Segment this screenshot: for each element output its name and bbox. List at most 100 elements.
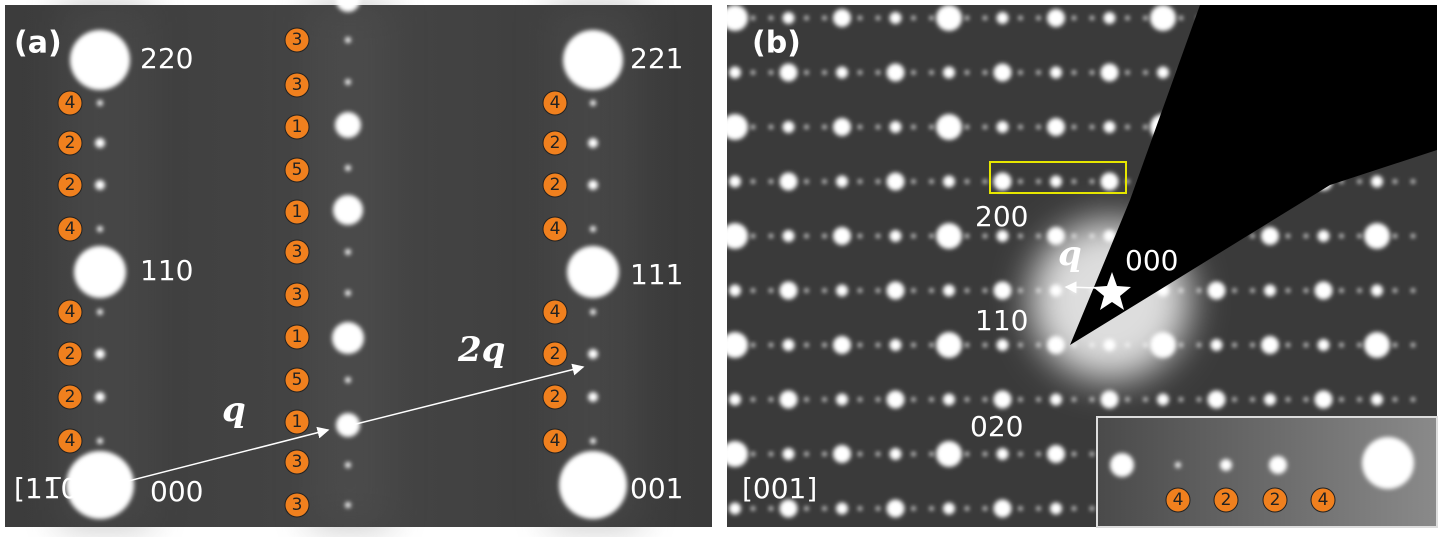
diffraction-spot	[1072, 452, 1076, 456]
diffraction-spot	[782, 230, 795, 242]
diffraction-spot	[943, 393, 955, 406]
spot-label: 221	[630, 42, 683, 75]
diffraction-spot	[1036, 70, 1041, 75]
diffraction-spot	[965, 452, 969, 456]
diffraction-spot	[965, 70, 969, 75]
diffraction-spot	[1125, 125, 1130, 129]
diffraction-spot	[983, 506, 987, 511]
diffraction-spot	[779, 281, 798, 300]
marker-circle	[57, 341, 83, 367]
spot-label: 110	[140, 254, 193, 287]
diffraction-spot	[769, 179, 773, 184]
diffraction-spot	[1250, 343, 1255, 347]
marker-number: 3	[292, 285, 303, 305]
marker-number: 4	[65, 431, 76, 451]
marker-circle	[284, 492, 310, 518]
diffraction-spot	[1103, 339, 1116, 351]
diffraction-spot	[1143, 125, 1148, 129]
diffraction-spot	[936, 223, 962, 249]
marker-circle	[542, 299, 568, 325]
diffraction-spot	[1339, 234, 1344, 238]
diffraction-spot	[858, 179, 862, 184]
diffraction-spot	[943, 284, 955, 297]
diffraction-spot	[911, 234, 916, 238]
diffraction-spot	[822, 506, 827, 511]
diffraction-spot	[1018, 179, 1023, 184]
diffraction-spot	[936, 5, 962, 31]
spot-label: 000	[150, 475, 203, 508]
diffraction-spot	[943, 502, 955, 515]
spot-label: 000	[1125, 244, 1178, 277]
diffraction-spot	[1090, 70, 1094, 75]
diffraction-spot	[965, 343, 969, 347]
diffraction-spot	[996, 230, 1009, 242]
diffraction-spot	[1036, 179, 1041, 184]
diffraction-spot	[804, 16, 809, 20]
highlight-box	[989, 161, 1127, 194]
diffraction-spot	[911, 179, 916, 184]
diffraction-spot	[1050, 175, 1062, 188]
marker-number: 3	[292, 30, 303, 50]
diffraction-spot	[936, 441, 962, 467]
diffraction-spot	[1047, 336, 1065, 354]
diffraction-spot	[1197, 343, 1201, 347]
diffraction-spot	[769, 397, 773, 402]
diffraction-spot	[911, 506, 916, 511]
diffraction-spot	[97, 438, 103, 444]
diffraction-spot	[345, 290, 351, 296]
diffraction-spot	[1362, 437, 1414, 489]
diffraction-spot	[769, 506, 773, 511]
diffraction-spot	[983, 70, 987, 75]
diffraction-spot	[1018, 125, 1023, 129]
diffraction-spot	[804, 506, 809, 511]
diffraction-spot	[1150, 5, 1176, 31]
diffraction-spot	[1371, 284, 1383, 297]
diffraction-spot	[779, 390, 798, 409]
diffraction-spot	[1047, 9, 1065, 27]
spot-label: 111	[630, 258, 683, 291]
marker-number: 2	[1221, 490, 1232, 510]
diffraction-spot	[751, 16, 755, 20]
marker-circle	[542, 428, 568, 454]
diffraction-spot	[858, 397, 862, 402]
panel-label: (b)	[752, 26, 801, 61]
diffraction-spot	[858, 506, 862, 511]
diffraction-spot	[1072, 70, 1076, 75]
diffraction-spot	[1072, 288, 1076, 293]
diffraction-spot	[911, 288, 916, 293]
marker-circle	[57, 90, 83, 116]
marker-circle	[284, 324, 310, 350]
diffraction-spot	[929, 452, 934, 456]
diffraction-spot	[833, 118, 851, 136]
diffraction-spot	[1100, 390, 1119, 409]
marker-number: 4	[65, 93, 76, 113]
diffraction-spot	[1018, 16, 1023, 20]
marker-circle	[284, 367, 310, 393]
marker-circle	[284, 72, 310, 98]
diffraction-spot	[590, 438, 596, 444]
diffraction-spot	[822, 125, 827, 129]
vector-label: 2q	[457, 330, 505, 370]
marker-circle	[57, 216, 83, 242]
diffraction-spot	[876, 288, 880, 293]
marker-number: 4	[1318, 490, 1329, 510]
diffraction-spot	[804, 397, 809, 402]
streak	[310, 5, 390, 527]
diffraction-spot	[66, 451, 134, 519]
diffraction-spot	[911, 343, 916, 347]
diffraction-spot	[95, 138, 105, 148]
marker-circle	[542, 130, 568, 156]
diffraction-spot	[1286, 288, 1290, 293]
diffraction-spot	[95, 349, 105, 359]
marker-circle	[284, 27, 310, 53]
diffraction-spot	[983, 452, 987, 456]
diffraction-spot	[1036, 506, 1041, 511]
marker-number: 3	[292, 452, 303, 472]
marker-circle	[284, 239, 310, 265]
diffraction-spot	[1261, 227, 1279, 245]
marker-circle	[284, 114, 310, 140]
diffraction-spot	[1411, 397, 1415, 402]
diffraction-spot	[563, 30, 623, 90]
diffraction-spot	[751, 397, 755, 402]
